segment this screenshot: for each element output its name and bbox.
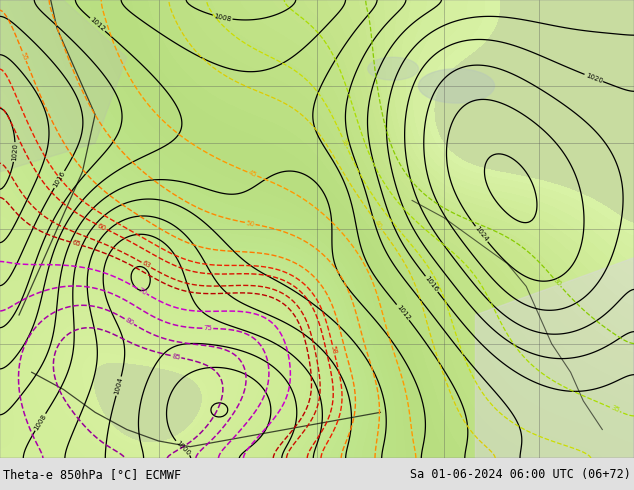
Text: 80: 80: [124, 317, 135, 326]
Text: 1020: 1020: [11, 143, 18, 161]
Text: 63: 63: [141, 260, 152, 270]
Text: 1016: 1016: [52, 170, 67, 189]
Text: 50: 50: [245, 220, 255, 227]
Text: 58: 58: [330, 345, 338, 355]
Text: 1020: 1020: [585, 72, 603, 84]
Text: 60: 60: [96, 222, 107, 232]
Text: 1004: 1004: [113, 377, 124, 395]
Text: 1008: 1008: [213, 13, 232, 22]
Text: 40: 40: [373, 219, 383, 229]
Polygon shape: [476, 258, 634, 458]
Text: 65: 65: [71, 240, 81, 248]
Text: 70: 70: [137, 286, 148, 296]
Text: 45: 45: [247, 170, 257, 178]
Text: 38: 38: [340, 137, 349, 147]
Text: 1012: 1012: [89, 17, 107, 33]
Text: 85: 85: [171, 353, 181, 361]
Text: 55: 55: [20, 51, 29, 61]
Text: 30: 30: [552, 277, 562, 288]
Polygon shape: [0, 0, 127, 172]
Text: 1016: 1016: [424, 275, 439, 293]
Ellipse shape: [418, 69, 495, 103]
Ellipse shape: [368, 57, 418, 80]
Text: Sa 01-06-2024 06:00 UTC (06+72): Sa 01-06-2024 06:00 UTC (06+72): [410, 467, 631, 481]
Text: Theta-e 850hPa [°C] ECMWF: Theta-e 850hPa [°C] ECMWF: [3, 467, 181, 481]
Text: 1000: 1000: [174, 440, 191, 457]
Text: 1008: 1008: [33, 413, 48, 431]
Text: 1024: 1024: [474, 225, 489, 243]
Text: 75: 75: [204, 325, 212, 332]
Text: 1012: 1012: [395, 303, 411, 321]
Text: 35: 35: [610, 405, 620, 414]
